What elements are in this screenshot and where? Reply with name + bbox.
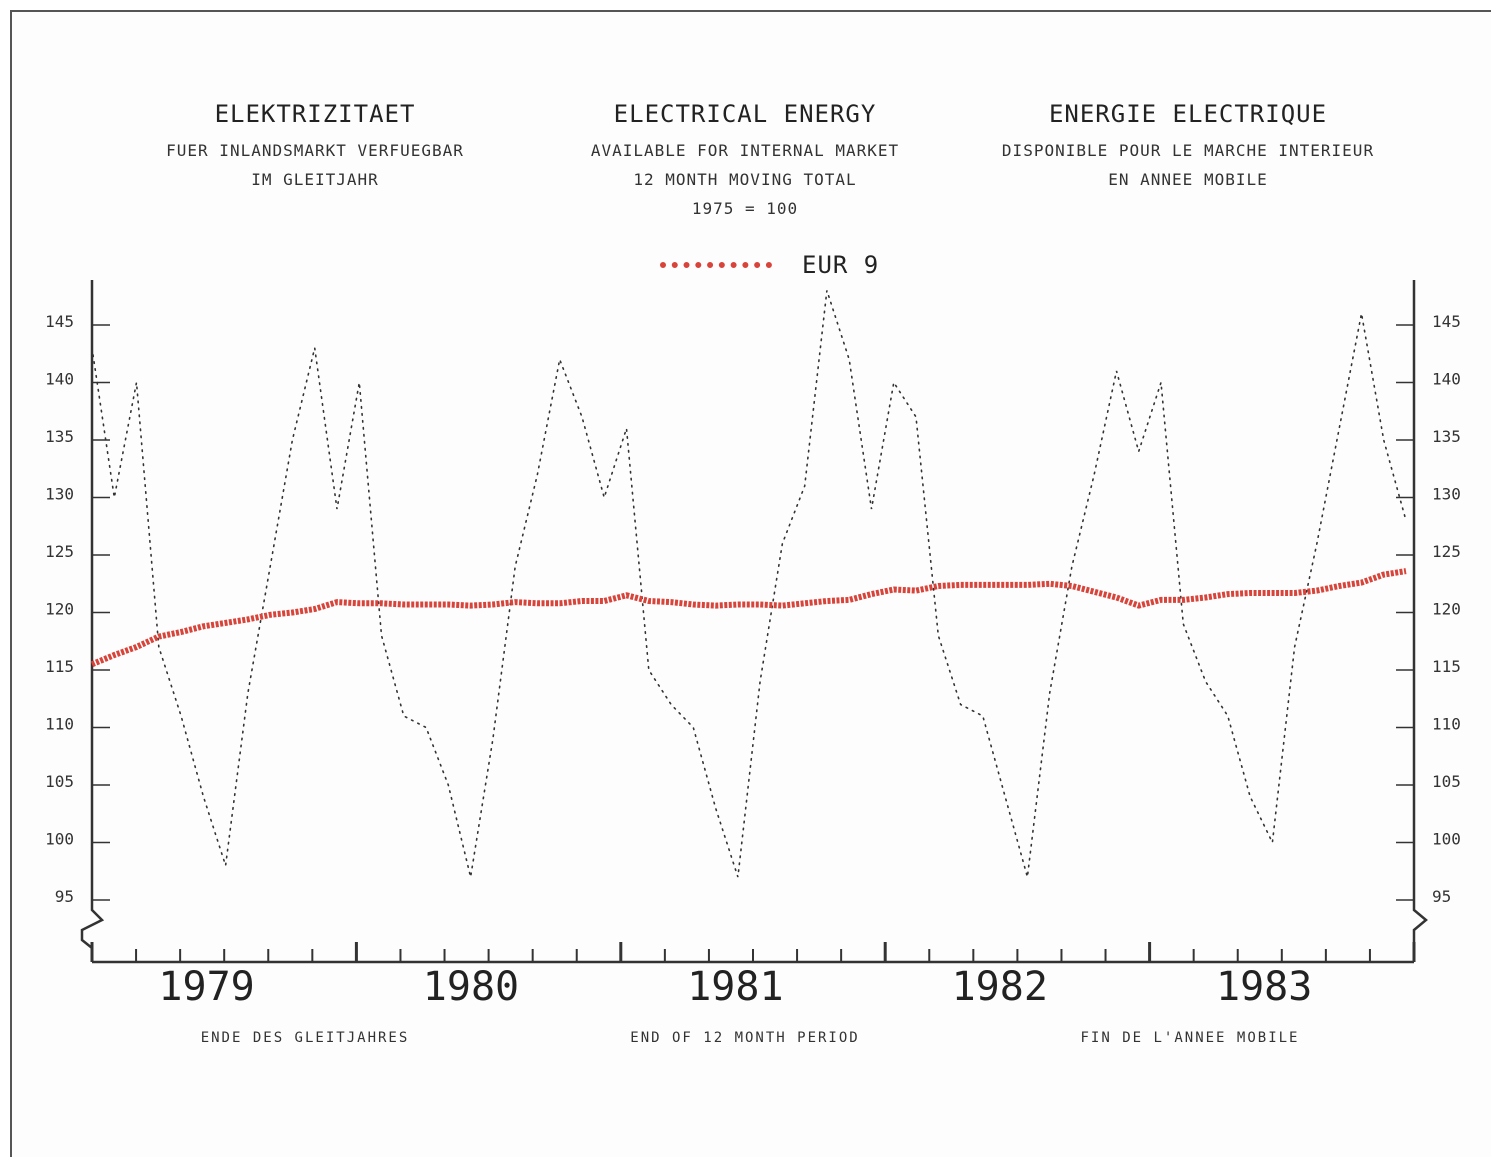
y-tick-label-right: 105	[1432, 772, 1461, 791]
legend-swatch-eur9	[660, 262, 772, 268]
title-english: ELECTRICAL ENERGY	[613, 100, 877, 128]
title-german: ELEKTRIZITAET	[214, 100, 416, 128]
title-french: ENERGIE ELECTRIQUE	[1048, 100, 1328, 128]
y-tick-label-right: 145	[1432, 312, 1461, 331]
title-block-german: ELEKTRIZITAET FUER INLANDSMARKT VERFUEGB…	[85, 100, 545, 194]
x-year-label: 1983	[1216, 964, 1312, 1010]
title-block-french: ENERGIE ELECTRIQUE DISPONIBLE POUR LE MA…	[958, 100, 1418, 194]
right-y-axis	[1412, 280, 1428, 962]
subtitle-german-line2: IM GLEITJAHR	[251, 170, 379, 189]
y-tick-label-right: 130	[1432, 485, 1461, 504]
subtitle-english-line2: 12 MONTH MOVING TOTAL	[633, 170, 857, 189]
chart-frame	[10, 10, 1491, 1157]
x-year-label: 1981	[687, 964, 783, 1010]
footer-label-english: END OF 12 MONTH PERIOD	[630, 1030, 860, 1046]
x-year-label: 1980	[423, 964, 519, 1010]
y-tick-label-left: 125	[45, 542, 74, 561]
y-tick-label-right: 125	[1432, 542, 1461, 561]
legend-label-eur9: EUR 9	[802, 251, 880, 279]
legend: EUR 9	[660, 248, 879, 282]
y-tick-label-left: 105	[45, 772, 74, 791]
y-tick-label-right: 100	[1432, 830, 1461, 849]
monthly-series-line	[91, 290, 1407, 878]
y-tick-label-right: 115	[1432, 657, 1461, 676]
title-block-english: ELECTRICAL ENERGY AVAILABLE FOR INTERNAL…	[515, 100, 975, 223]
eur9-series-line	[90, 568, 1407, 668]
y-tick-label-left: 115	[45, 657, 74, 676]
x-year-label: 1982	[952, 964, 1048, 1010]
y-tick-label-left: 95	[55, 887, 74, 906]
y-tick-label-left: 145	[45, 312, 74, 331]
subtitle-english-line1: AVAILABLE FOR INTERNAL MARKET	[590, 141, 900, 160]
y-tick-label-right: 135	[1432, 427, 1461, 446]
y-tick-label-right: 95	[1432, 887, 1451, 906]
y-tick-label-left: 140	[45, 370, 74, 389]
y-tick-label-left: 110	[45, 715, 74, 734]
y-tick-label-left: 100	[45, 830, 74, 849]
subtitle-french-line2: EN ANNEE MOBILE	[1108, 170, 1268, 189]
y-tick-label-left: 120	[45, 600, 74, 619]
subtitle-french-line1: DISPONIBLE POUR LE MARCHE INTERIEUR	[1001, 141, 1375, 160]
x-year-label: 1979	[158, 964, 254, 1010]
y-tick-label-left: 130	[45, 485, 74, 504]
subtitle-german-line1: FUER INLANDSMARKT VERFUEGBAR	[166, 141, 464, 160]
y-tick-label-right: 110	[1432, 715, 1461, 734]
base-year-note: 1975 = 100	[691, 199, 799, 218]
y-tick-label-left: 135	[45, 427, 74, 446]
y-tick-label-right: 120	[1432, 600, 1461, 619]
footer-label-german: ENDE DES GLEITJAHRES	[200, 1030, 410, 1046]
footer-label-french: FIN DE L'ANNEE MOBILE	[1080, 1030, 1300, 1046]
y-tick-label-right: 140	[1432, 370, 1461, 389]
